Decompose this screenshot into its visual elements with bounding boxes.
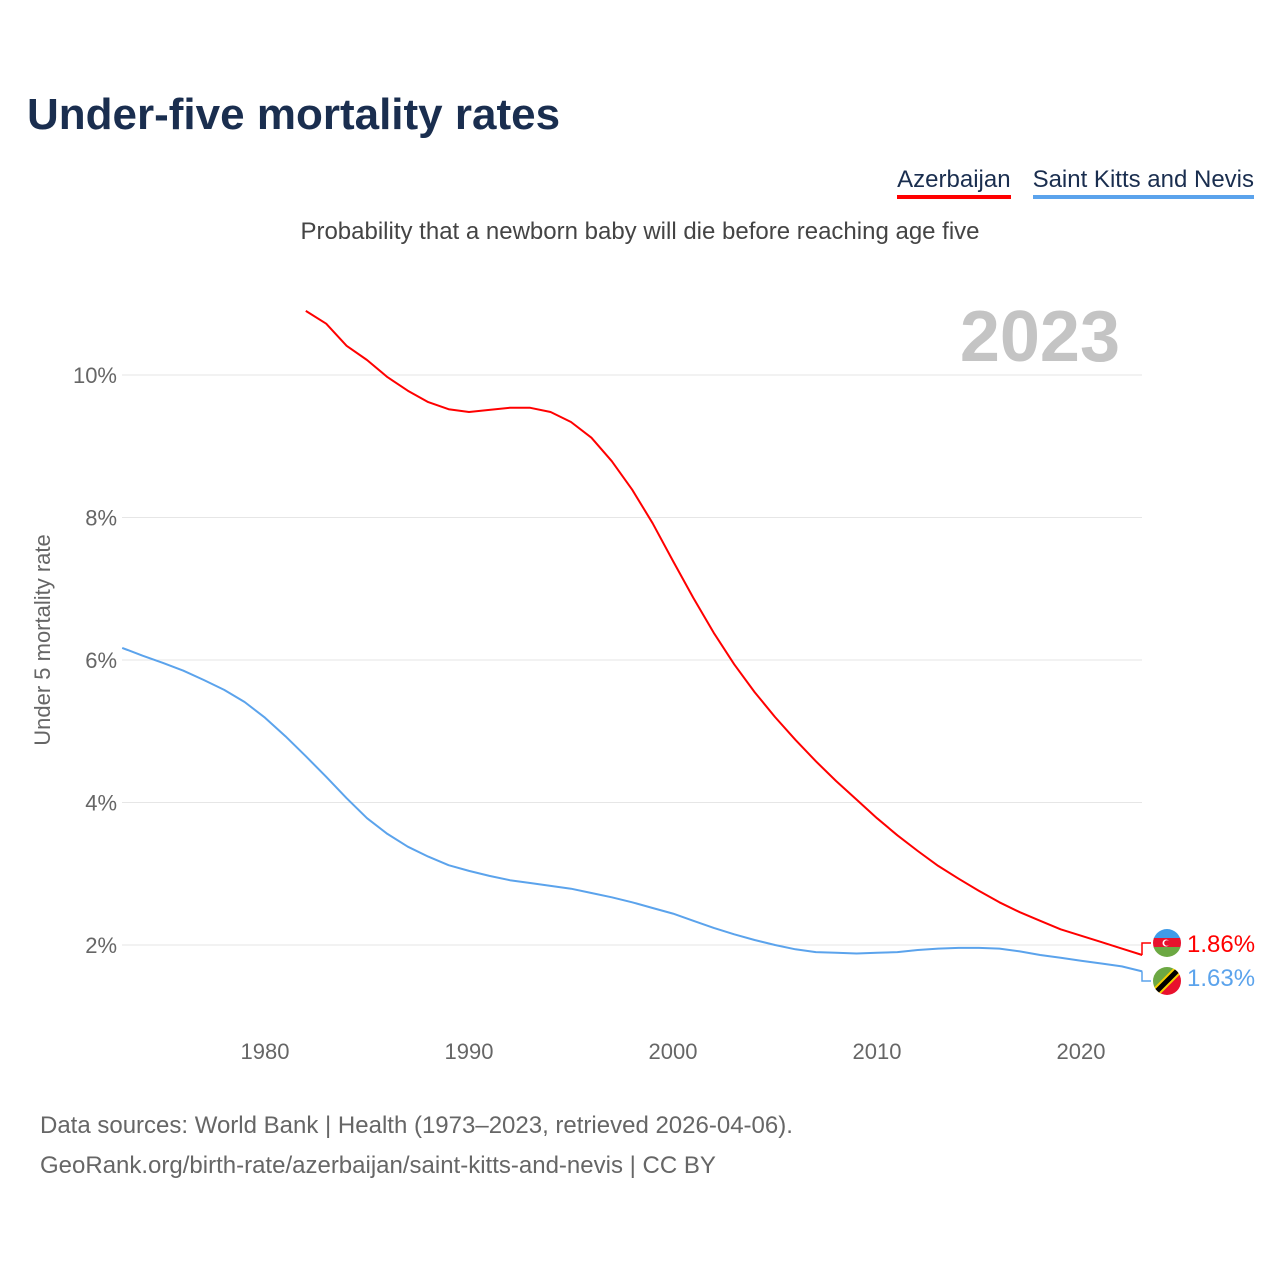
legend-saint-kitts[interactable]: Saint Kitts and Nevis	[1032, 166, 1254, 199]
y-tick-label: 10%	[73, 363, 117, 388]
source-note: Data sources: World Bank | Health (1973–…	[40, 1112, 793, 1139]
year-label: 2023	[960, 297, 1120, 377]
flag-azerbaijan-icon	[1153, 929, 1181, 957]
footer: Data sources: World Bank | Health (1973–…	[40, 1106, 793, 1186]
end-label-azerbaijan: 1.86%	[1187, 931, 1255, 958]
y-tick-label: 4%	[85, 791, 117, 816]
y-tick-label: 8%	[85, 506, 117, 531]
attribution[interactable]: GeoRank.org/birth-rate/azerbaijan/saint-…	[40, 1152, 716, 1179]
legend-azerbaijan[interactable]: Azerbaijan	[897, 166, 1011, 199]
x-tick-label: 1990	[445, 1039, 494, 1064]
legend: Azerbaijan Saint Kitts and Nevis	[897, 166, 1254, 199]
x-tick-label: 2000	[649, 1039, 698, 1064]
series-line-saint-kitts[interactable]	[121, 646, 1143, 973]
chart-title: Under-five mortality rates	[27, 90, 561, 139]
x-tick-label: 2010	[853, 1039, 902, 1064]
x-tick-label: 1980	[241, 1039, 290, 1064]
chart-subtitle: Probability that a newborn baby will die…	[300, 218, 980, 245]
series-line-azerbaijan[interactable]	[305, 310, 1143, 956]
end-label-connector	[1141, 971, 1151, 982]
end-label-connector	[1141, 942, 1151, 955]
y-axis-label: Under 5 mortality rate	[30, 534, 55, 746]
y-tick-label: 6%	[85, 648, 117, 673]
y-tick-label: 2%	[85, 933, 117, 958]
end-label-saint-kitts: 1.63%	[1187, 965, 1255, 992]
x-tick-label: 2020	[1057, 1039, 1106, 1064]
flag-saint-kitts-icon	[1153, 967, 1181, 995]
